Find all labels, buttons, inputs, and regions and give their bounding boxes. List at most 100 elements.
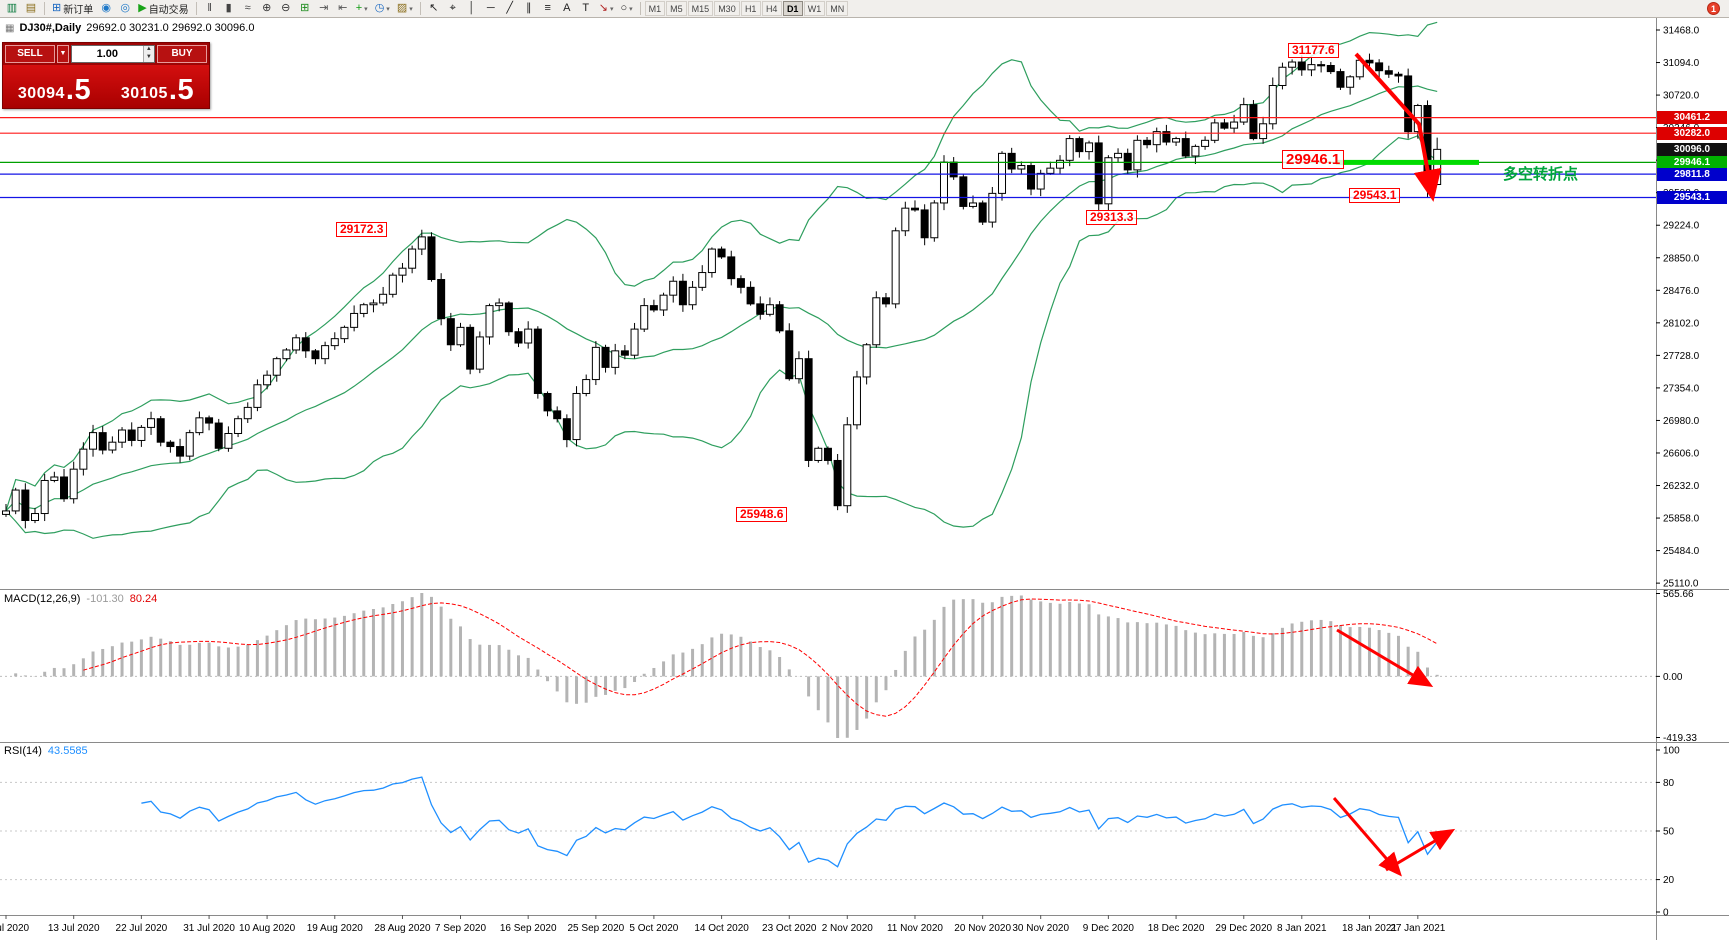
candle-body-down: [533, 328, 542, 394]
tile-windows-button[interactable]: ⊞: [296, 1, 314, 17]
profiles-button[interactable]: ▤: [22, 1, 40, 17]
volume-up-icon[interactable]: ▲: [143, 46, 154, 54]
price-annotation[interactable]: 29946.1: [1282, 150, 1345, 169]
candle-body-up: [379, 293, 388, 304]
candle-body-up: [1152, 131, 1161, 146]
indicators-button[interactable]: + ▾: [353, 1, 371, 17]
candle-body-up: [582, 379, 591, 394]
equidistant-channel-icon: ∥: [525, 2, 532, 14]
candle-body-up: [89, 432, 98, 450]
price-annotation[interactable]: 29172.3: [336, 222, 388, 237]
timeframe-m5-button[interactable]: M5: [666, 1, 687, 16]
equidistant-channel-button[interactable]: ∥: [520, 1, 538, 17]
date-axis-label: 18 Dec 2020: [1148, 923, 1205, 934]
periods-icon: ◷: [374, 2, 385, 14]
volume-dropdown-icon[interactable]: ▼: [57, 45, 69, 63]
candle-body-down: [553, 410, 562, 420]
templates-button[interactable]: ▨ ▾: [394, 1, 416, 17]
candle-body-down: [910, 207, 919, 211]
text-label-button[interactable]: T: [577, 1, 595, 17]
templates-icon: ▨: [396, 2, 408, 14]
timeframe-w1-button[interactable]: W1: [803, 1, 826, 16]
auto-trading-button[interactable]: ▶ 自动交易: [135, 1, 191, 17]
fibonacci-button[interactable]: ≡: [539, 1, 557, 17]
auto-scroll-button[interactable]: ⇥: [315, 1, 333, 17]
volume-input[interactable]: [72, 47, 143, 61]
price-axis-tick-label: 27354.0: [1663, 383, 1700, 394]
data-window-button[interactable]: ◎: [116, 1, 134, 17]
timeframe-m30-button[interactable]: M30: [714, 1, 740, 16]
price-annotation[interactable]: 25948.6: [736, 507, 788, 522]
tile-windows-icon: ⊞: [300, 2, 310, 14]
sell-price[interactable]: 30094.5: [3, 65, 106, 108]
zoom-in-button[interactable]: ⊕: [258, 1, 276, 17]
candle-body-up: [1278, 66, 1287, 87]
shapes-tool-button[interactable]: ○ ▾: [617, 1, 635, 17]
date-axis-label: 7 Sep 2020: [435, 923, 487, 934]
new-chart-button[interactable]: ▥: [3, 1, 21, 17]
bar-chart-mode-button[interactable]: ‖: [201, 1, 219, 17]
horizontal-line-button[interactable]: ─: [482, 1, 500, 17]
notification-badge[interactable]: 1: [1707, 2, 1720, 15]
price-annotation[interactable]: 31177.6: [1288, 43, 1339, 58]
candle-body-up: [1239, 104, 1248, 123]
candle-body-down: [678, 280, 687, 306]
text-button[interactable]: A: [558, 1, 576, 17]
periods-button[interactable]: ◷ ▾: [372, 1, 393, 17]
line-chart-mode-button[interactable]: ≈: [239, 1, 257, 17]
sell-button[interactable]: SELL: [5, 45, 55, 63]
crosshair-button[interactable]: ⌖: [444, 1, 462, 17]
timeframe-h4-button[interactable]: H4: [761, 1, 782, 16]
candle-body-up: [292, 337, 301, 351]
new-order-button[interactable]: ⊞ 新订单: [49, 1, 96, 17]
trend-arrow-main[interactable]: [1354, 52, 1442, 202]
toolbar-separator: [195, 2, 197, 15]
date-axis-label: 23 Oct 2020: [762, 923, 817, 934]
rsi-axis-label: 100: [1663, 746, 1680, 757]
candlestick-mode-button[interactable]: ▮: [220, 1, 238, 17]
arrows-tool-button[interactable]: ↘ ▾: [596, 1, 617, 17]
candles: [2, 53, 1442, 529]
candle-body-down: [804, 358, 813, 461]
trendline-button[interactable]: ╱: [501, 1, 519, 17]
candle-body-up: [988, 192, 997, 223]
timeframe-mn-button[interactable]: MN: [826, 1, 849, 16]
candle-body-up: [669, 280, 678, 296]
candle-body-down: [127, 429, 136, 441]
rsi-value: 43.5585: [47, 745, 88, 757]
trend-arrow-rsi-up[interactable]: [1385, 828, 1456, 872]
chart-canvas: 31468.031094.030720.030346.029972.029598…: [0, 18, 1729, 940]
trend-arrow-rsi-down[interactable]: [1332, 797, 1402, 877]
chart-shift-button[interactable]: ⇤: [334, 1, 352, 17]
price-annotation[interactable]: 29313.3: [1086, 210, 1138, 225]
price-axis-tick-label: 26980.0: [1663, 416, 1700, 427]
timeframe-d1-button[interactable]: D1: [782, 1, 803, 16]
buy-price-main: 30105: [120, 85, 168, 102]
toolbar-icons: ▥ ▤ ⊞ 新订单 ◉ ◎ ▶ 自动交易 ‖ ▮ ≈ ⊕ ⊖ ⊞ ⇥ ⇤ + ▾ ◷ ▾ ▨ ▾ ↖ ⌖ │ ─ ╱ ∥ ≡ A T ↘ ▾ ○ ▾: [3, 1, 636, 17]
market-watch-button[interactable]: ◉: [97, 1, 115, 17]
timeframe-h1-button[interactable]: H1: [740, 1, 761, 16]
candle-body-down: [736, 278, 745, 288]
candle-body-down: [920, 209, 929, 239]
zoom-out-button[interactable]: ⊖: [277, 1, 295, 17]
volume-down-icon[interactable]: ▼: [143, 54, 154, 62]
date-axis-label: 31 Jul 2020: [183, 923, 235, 934]
price-axis-tick-label: 25110.0: [1663, 579, 1699, 590]
buy-price[interactable]: 30105.5: [106, 65, 209, 108]
turning-point-segment[interactable]: [1336, 159, 1479, 165]
cursor-button[interactable]: ↖: [425, 1, 443, 17]
candle-body-up: [330, 338, 339, 347]
timeframe-m1-button[interactable]: M1: [644, 1, 666, 16]
chart-plot-area[interactable]: [0, 18, 1656, 589]
vertical-line-button[interactable]: │: [463, 1, 481, 17]
trend-arrow-macd[interactable]: [1336, 628, 1434, 688]
price-axis-tick-label: 26606.0: [1663, 448, 1700, 459]
candle-body-down: [437, 279, 446, 320]
buy-button[interactable]: BUY: [157, 45, 207, 63]
timeframe-m15-button[interactable]: M15: [687, 1, 714, 16]
text-icon: A: [563, 2, 571, 14]
candle-body-down: [1249, 104, 1258, 140]
price-annotation[interactable]: 29543.1: [1349, 188, 1401, 203]
candle-body-down: [978, 202, 987, 223]
turning-point-note[interactable]: 多空转折点: [1503, 166, 1579, 183]
